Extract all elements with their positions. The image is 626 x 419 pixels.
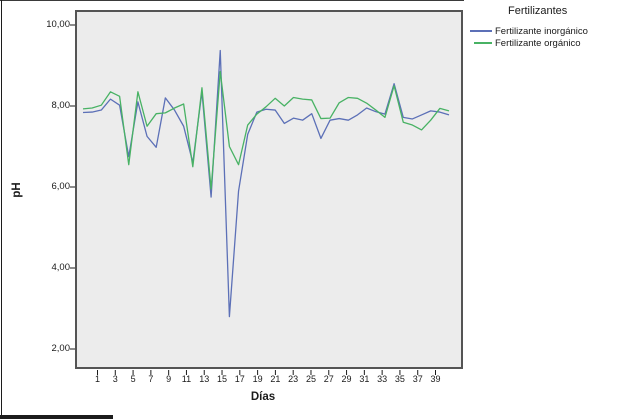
x-tick-label: 15 bbox=[217, 374, 228, 384]
x-tick-label: 9 bbox=[166, 374, 172, 384]
x-tick-label: 25 bbox=[305, 374, 316, 384]
legend-item-organico: Fertilizante orgánico bbox=[470, 37, 624, 49]
x-tick-label: 3 bbox=[112, 374, 118, 384]
x-tick-label: 7 bbox=[148, 374, 154, 384]
y-tick-label: 2,00 bbox=[51, 343, 71, 354]
legend-label: Fertilizante orgánico bbox=[495, 37, 581, 49]
x-tick-label: 35 bbox=[394, 374, 405, 384]
x-tick-label: 11 bbox=[181, 374, 192, 384]
y-tick-label: 6,00 bbox=[51, 181, 71, 192]
x-tick-label: 19 bbox=[252, 374, 263, 384]
x-tick-label: 39 bbox=[430, 374, 441, 384]
legend-label: Fertilizante inorgánico bbox=[495, 25, 588, 37]
y-tick-label: 10,00 bbox=[46, 19, 70, 30]
page-border-top bbox=[0, 0, 464, 1]
x-tick-label: 23 bbox=[288, 374, 299, 384]
series-line-organico bbox=[82, 70, 450, 190]
y-tick-label: 8,00 bbox=[51, 100, 71, 111]
x-axis-title: Días bbox=[250, 391, 276, 403]
legend-title: Fertilizantes bbox=[508, 5, 568, 17]
x-tick-label: 17 bbox=[234, 374, 245, 384]
x-tick-label: 13 bbox=[199, 374, 210, 384]
page-border-left bbox=[1, 0, 2, 419]
page-border-bottom-left bbox=[0, 415, 113, 419]
x-tick-label: 31 bbox=[359, 374, 370, 384]
y-tick-label: 4,00 bbox=[51, 262, 71, 273]
plot-area bbox=[75, 10, 463, 369]
x-tick-label: 21 bbox=[270, 374, 281, 384]
x-tick-label: 5 bbox=[130, 374, 136, 384]
x-tick-label: 27 bbox=[323, 374, 334, 384]
x-tick-label: 33 bbox=[377, 374, 388, 384]
x-tick-label: 1 bbox=[94, 374, 100, 384]
legend: Fertilizantes Fertilizante inorgánico Fe… bbox=[470, 5, 624, 49]
x-tick-label: 29 bbox=[341, 374, 352, 384]
x-tick-label: 37 bbox=[412, 374, 423, 384]
legend-line-swatch-inorganico bbox=[470, 30, 492, 32]
legend-line-swatch-organico bbox=[474, 42, 492, 44]
series-line-inorganico bbox=[82, 49, 450, 318]
legend-item-inorganico: Fertilizante inorgánico bbox=[470, 25, 624, 37]
